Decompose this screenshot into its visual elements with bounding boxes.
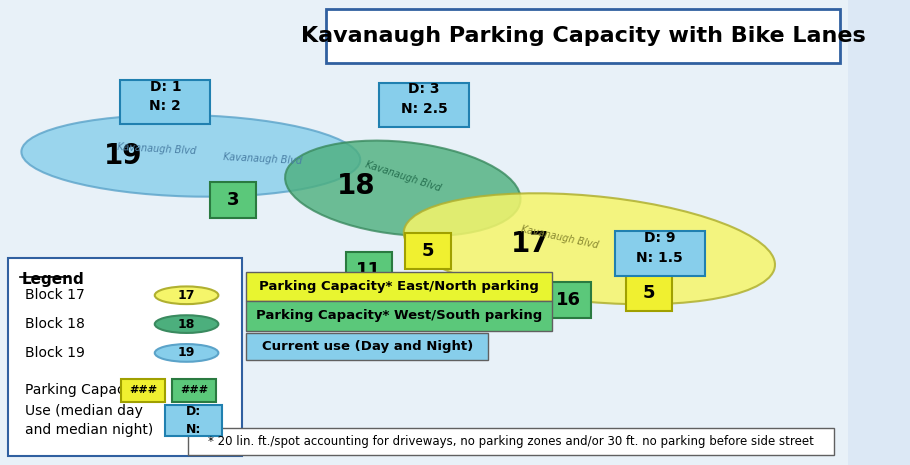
FancyBboxPatch shape xyxy=(246,333,489,360)
Text: 16: 16 xyxy=(556,291,581,309)
Ellipse shape xyxy=(22,115,360,197)
Ellipse shape xyxy=(155,286,218,304)
FancyBboxPatch shape xyxy=(246,272,552,301)
Text: 5: 5 xyxy=(422,242,434,260)
Text: D: 1
N: 2: D: 1 N: 2 xyxy=(149,80,181,113)
Text: D: 9
N: 1.5: D: 9 N: 1.5 xyxy=(636,231,683,265)
FancyBboxPatch shape xyxy=(165,405,222,436)
Text: 18: 18 xyxy=(177,318,196,331)
Text: D:
N:: D: N: xyxy=(186,405,201,436)
FancyBboxPatch shape xyxy=(379,83,469,126)
Text: Parking Capacity* West/South parking: Parking Capacity* West/South parking xyxy=(256,309,542,322)
Text: Block 19: Block 19 xyxy=(25,346,86,360)
Text: Block 17: Block 17 xyxy=(25,288,86,302)
Text: Kavanaugh Blvd: Kavanaugh Blvd xyxy=(223,152,303,166)
Ellipse shape xyxy=(155,344,218,362)
FancyBboxPatch shape xyxy=(172,379,217,402)
FancyBboxPatch shape xyxy=(327,9,840,63)
Text: Parking Capacity: Parking Capacity xyxy=(25,383,143,397)
Text: 3: 3 xyxy=(227,191,239,209)
Text: 19: 19 xyxy=(177,346,196,359)
Text: Kavanaugh Parking Capacity with Bike Lanes: Kavanaugh Parking Capacity with Bike Lan… xyxy=(300,26,865,46)
FancyBboxPatch shape xyxy=(210,182,256,218)
FancyBboxPatch shape xyxy=(8,258,242,456)
Text: 17: 17 xyxy=(511,230,550,258)
FancyBboxPatch shape xyxy=(0,0,848,465)
Text: Kavanaugh Blvd: Kavanaugh Blvd xyxy=(117,142,197,156)
Text: Use (median day
and median night): Use (median day and median night) xyxy=(25,404,154,437)
FancyBboxPatch shape xyxy=(346,252,392,287)
Text: Block 18: Block 18 xyxy=(25,317,86,331)
Text: Kavanaugh Blvd: Kavanaugh Blvd xyxy=(520,224,600,250)
FancyBboxPatch shape xyxy=(188,428,834,455)
Text: 11: 11 xyxy=(357,261,381,279)
Ellipse shape xyxy=(155,315,218,333)
FancyBboxPatch shape xyxy=(615,231,704,275)
FancyBboxPatch shape xyxy=(545,282,592,318)
FancyBboxPatch shape xyxy=(120,80,210,124)
Text: 19: 19 xyxy=(104,142,142,170)
Text: Legend: Legend xyxy=(21,272,84,287)
Text: 5: 5 xyxy=(642,284,655,302)
FancyBboxPatch shape xyxy=(121,379,166,402)
Text: Kavanaugh Blvd: Kavanaugh Blvd xyxy=(364,160,442,193)
Text: Parking Capacity* East/North parking: Parking Capacity* East/North parking xyxy=(259,280,539,293)
Ellipse shape xyxy=(285,140,521,236)
FancyBboxPatch shape xyxy=(405,233,451,269)
Text: ###: ### xyxy=(129,385,157,395)
Text: * 20 lin. ft./spot accounting for driveways, no parking zones and/or 30 ft. no p: * 20 lin. ft./spot accounting for drivew… xyxy=(208,435,814,448)
Text: Current use (Day and Night): Current use (Day and Night) xyxy=(261,340,473,353)
Text: 17: 17 xyxy=(177,289,196,302)
FancyBboxPatch shape xyxy=(626,275,672,311)
Text: 18: 18 xyxy=(337,172,376,200)
Ellipse shape xyxy=(404,193,775,304)
Text: ###: ### xyxy=(180,385,208,395)
Text: Kavanaugh Blvd: Kavanaugh Blvd xyxy=(618,240,697,266)
Text: D: 3
N: 2.5: D: 3 N: 2.5 xyxy=(400,82,448,116)
FancyBboxPatch shape xyxy=(246,301,552,331)
